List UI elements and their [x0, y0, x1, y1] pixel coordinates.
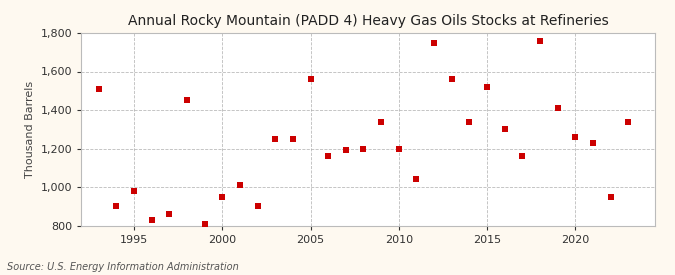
- Text: Source: U.S. Energy Information Administration: Source: U.S. Energy Information Administ…: [7, 262, 238, 272]
- Point: [570, 135, 580, 139]
- Point: [340, 148, 351, 153]
- Point: [464, 119, 475, 124]
- Point: [411, 177, 422, 182]
- Point: [164, 212, 175, 216]
- Point: [93, 87, 104, 91]
- Point: [376, 119, 387, 124]
- Point: [111, 204, 122, 208]
- Point: [323, 154, 333, 158]
- Point: [535, 39, 545, 43]
- Point: [429, 40, 439, 45]
- Y-axis label: Thousand Barrels: Thousand Barrels: [25, 81, 35, 178]
- Point: [623, 119, 634, 124]
- Point: [517, 154, 528, 158]
- Point: [394, 146, 404, 151]
- Point: [305, 77, 316, 81]
- Point: [605, 194, 616, 199]
- Point: [128, 189, 139, 193]
- Point: [500, 127, 510, 131]
- Point: [552, 106, 563, 110]
- Point: [217, 194, 227, 199]
- Point: [587, 141, 598, 145]
- Point: [252, 204, 263, 208]
- Point: [146, 218, 157, 222]
- Point: [270, 137, 281, 141]
- Point: [358, 146, 369, 151]
- Point: [446, 77, 457, 81]
- Point: [234, 183, 245, 187]
- Title: Annual Rocky Mountain (PADD 4) Heavy Gas Oils Stocks at Refineries: Annual Rocky Mountain (PADD 4) Heavy Gas…: [128, 14, 608, 28]
- Point: [182, 98, 192, 103]
- Point: [482, 85, 493, 89]
- Point: [288, 137, 298, 141]
- Point: [199, 221, 210, 226]
